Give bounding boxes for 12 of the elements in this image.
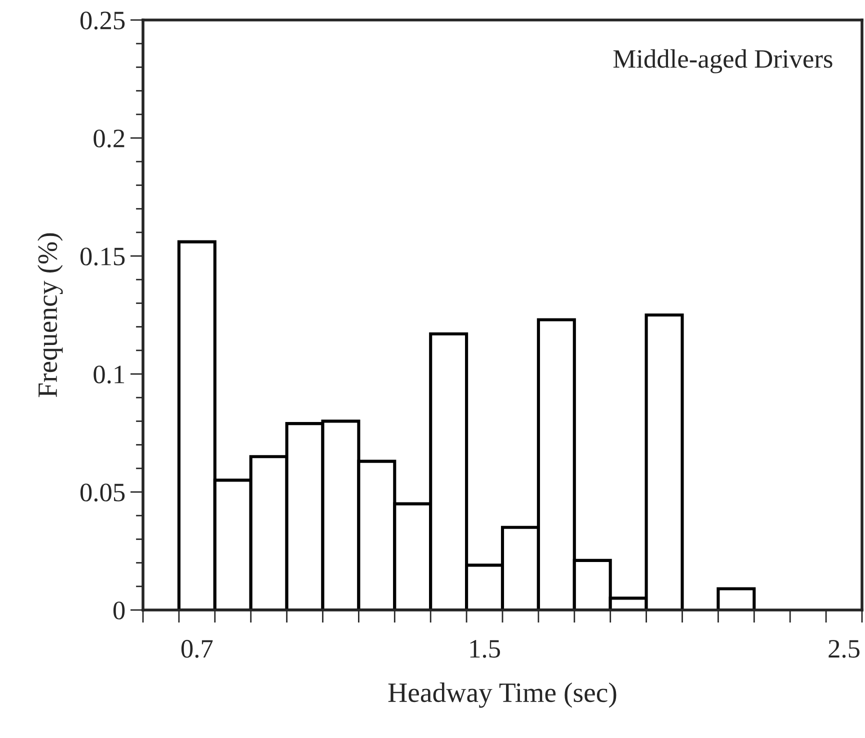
x-axis-title: Headway Time (sec) [388,682,616,708]
y-axis-title: Frequency (%) [38,233,63,398]
x-tick-label: 0.7 [181,640,213,658]
x-tick-label: 2.5 [828,640,860,658]
y-tick-label: 0.05 [80,484,125,502]
y-tick-label: 0.2 [94,130,124,148]
annotation: Middle-aged Drivers [613,49,832,74]
y-tick-label: 0.15 [80,248,125,266]
x-tick-label: 1.5 [470,640,500,658]
y-tick-label: 0 [113,602,125,620]
y-tick-label: 0.25 [80,12,125,30]
y-tick-label: 0.1 [94,366,124,384]
